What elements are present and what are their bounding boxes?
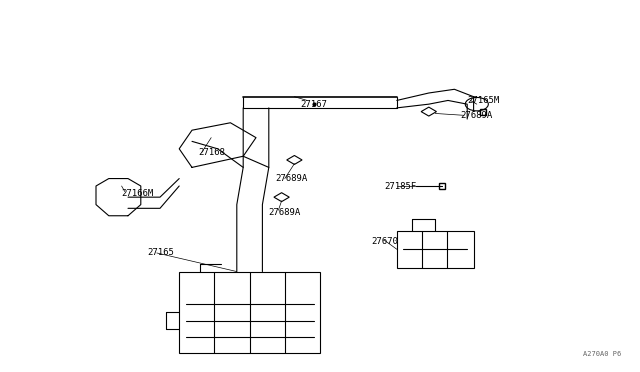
Text: 27185F: 27185F [384, 182, 416, 190]
Text: 27689A: 27689A [269, 208, 301, 217]
Text: 27689A: 27689A [461, 111, 493, 120]
Text: 27166M: 27166M [122, 189, 154, 198]
Text: 27689A: 27689A [275, 174, 307, 183]
Text: 27670: 27670 [371, 237, 398, 246]
Text: 27165: 27165 [147, 248, 174, 257]
Text: 27167: 27167 [301, 100, 328, 109]
Text: A270A0 P6: A270A0 P6 [582, 351, 621, 357]
Text: 27165M: 27165M [467, 96, 499, 105]
Text: 27168: 27168 [198, 148, 225, 157]
